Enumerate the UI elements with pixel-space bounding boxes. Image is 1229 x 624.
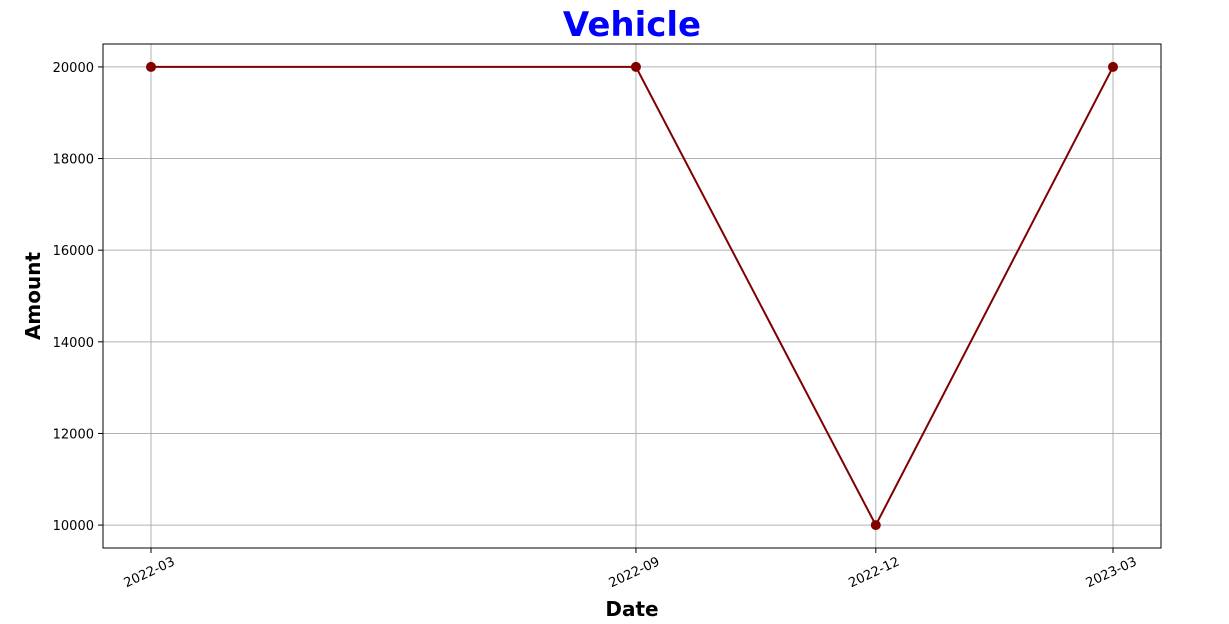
y-tick-label: 12000	[53, 427, 94, 442]
data-point	[630, 61, 641, 72]
data-point	[1108, 61, 1118, 72]
grid-lines	[103, 44, 1161, 548]
series-line	[151, 65, 1114, 528]
y-axis-label: Amount	[21, 252, 45, 341]
data-point	[870, 520, 881, 531]
y-tick-label: 10000	[53, 519, 94, 534]
plot-frame	[102, 43, 1162, 549]
series-layer	[146, 61, 1118, 531]
y-tick-label: 16000	[53, 244, 94, 259]
data-point	[146, 61, 156, 72]
y-tick-label: 14000	[53, 336, 94, 351]
chart-title: Vehicle	[563, 5, 701, 45]
x-axis-label: Date	[605, 597, 658, 620]
y-tick-label: 18000	[53, 153, 94, 168]
y-tick-label: 20000	[53, 61, 94, 76]
